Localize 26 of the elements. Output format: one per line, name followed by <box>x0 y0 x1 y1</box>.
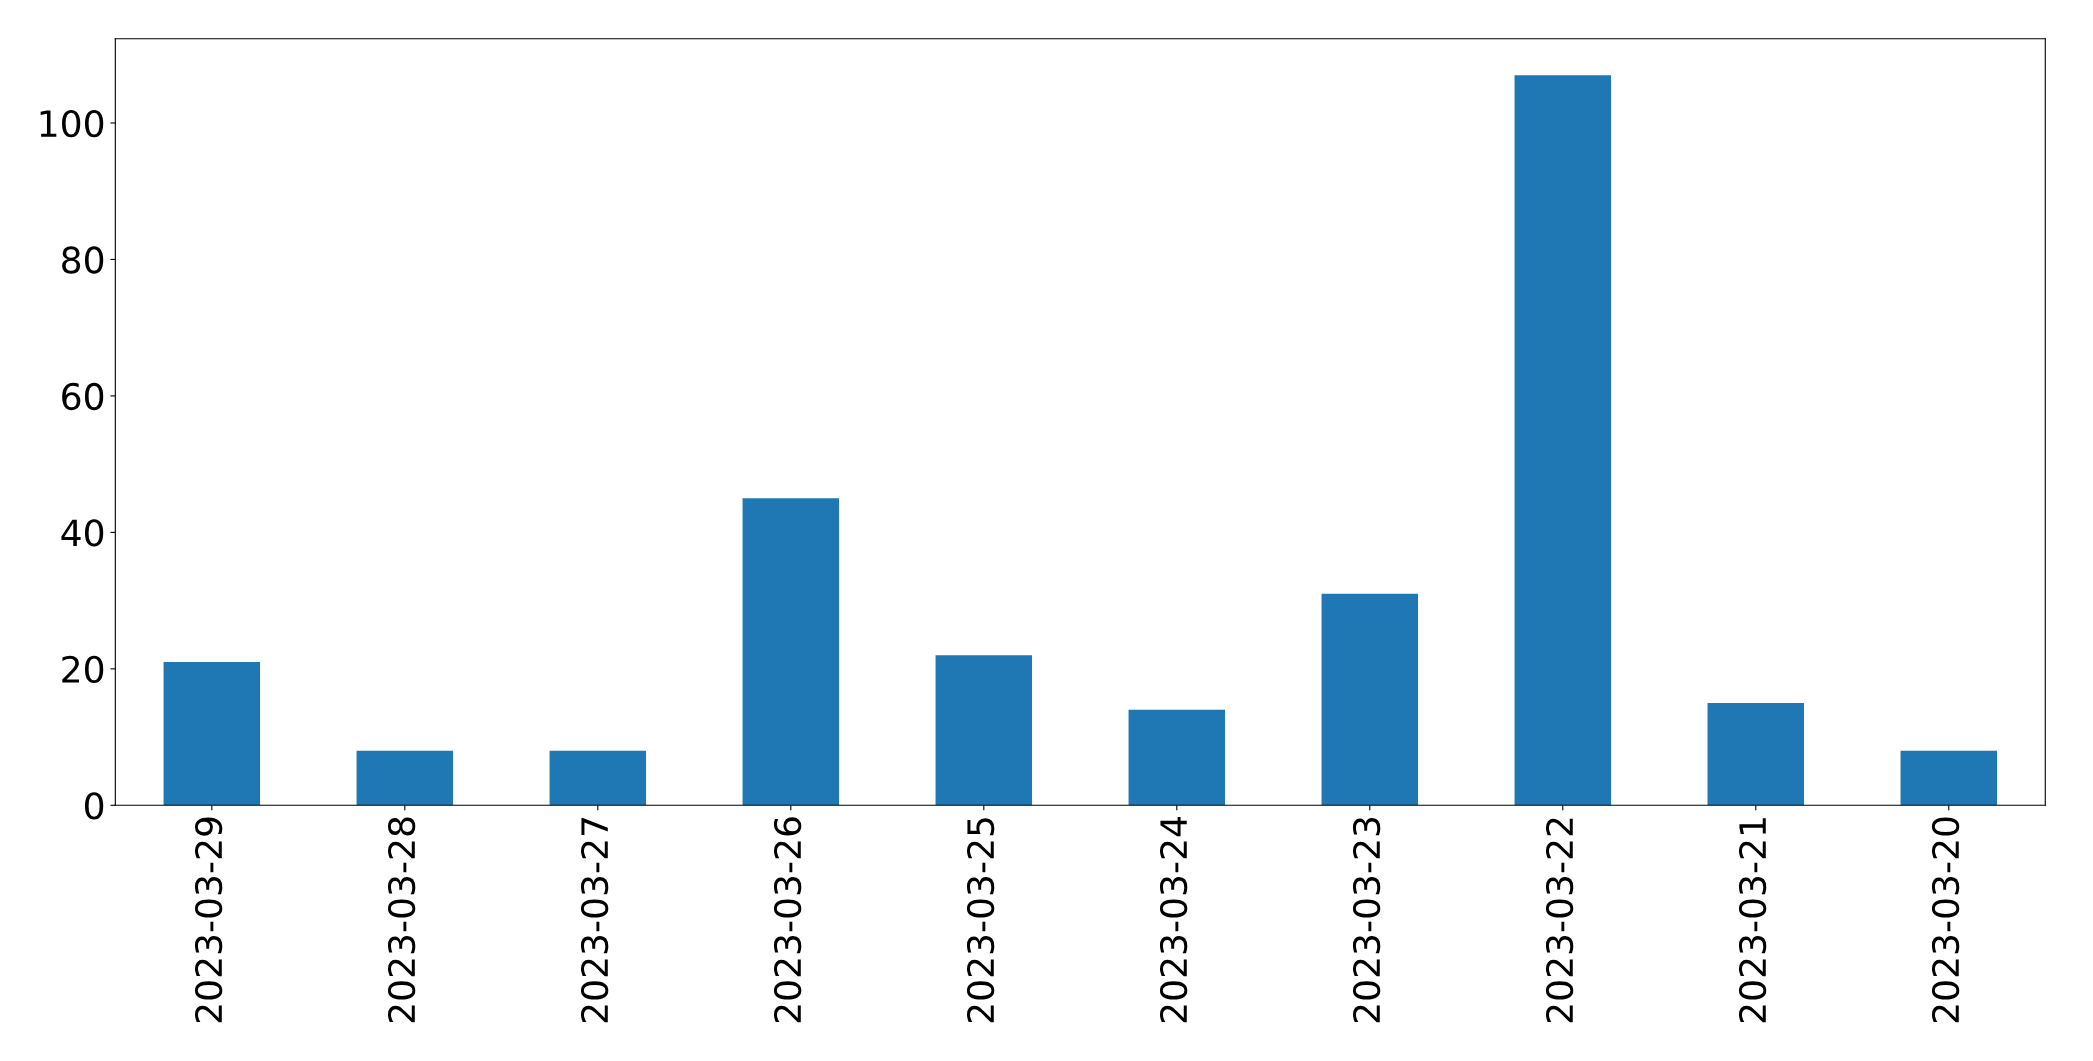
y-tick-label: 0 <box>85 792 104 820</box>
bar <box>935 655 1033 806</box>
bar <box>163 662 261 806</box>
bar <box>1707 702 1805 806</box>
y-tick-label: 20 <box>62 655 104 684</box>
x-tick-label: 2023-03-29 <box>194 817 223 1023</box>
y-tick-label: 100 <box>40 109 104 138</box>
x-tick-label: 2023-03-27 <box>580 818 609 1023</box>
x-tick-label: 2023-03-25 <box>966 818 995 1023</box>
y-tick-label: 80 <box>62 246 104 274</box>
x-tick-label: 2023-03-23 <box>1352 817 1381 1023</box>
y-tick-label: 60 <box>62 382 104 411</box>
x-tick-label: 2023-03-24 <box>1159 817 1188 1023</box>
bar <box>1900 750 1998 806</box>
x-tick-label: 2023-03-28 <box>387 817 416 1023</box>
x-tick-label: 2023-03-21 <box>1738 818 1767 1023</box>
bar <box>1128 709 1226 806</box>
bar <box>549 750 647 806</box>
y-tick-label: 40 <box>61 519 104 547</box>
x-tick-label: 2023-03-26 <box>773 817 802 1023</box>
bar <box>356 750 454 806</box>
bar <box>742 498 840 806</box>
x-tick-label: 2023-03-20 <box>1931 817 1960 1023</box>
x-tick-label: 2023-03-22 <box>1545 818 1574 1023</box>
bar <box>1321 593 1419 806</box>
bar <box>1514 75 1612 806</box>
